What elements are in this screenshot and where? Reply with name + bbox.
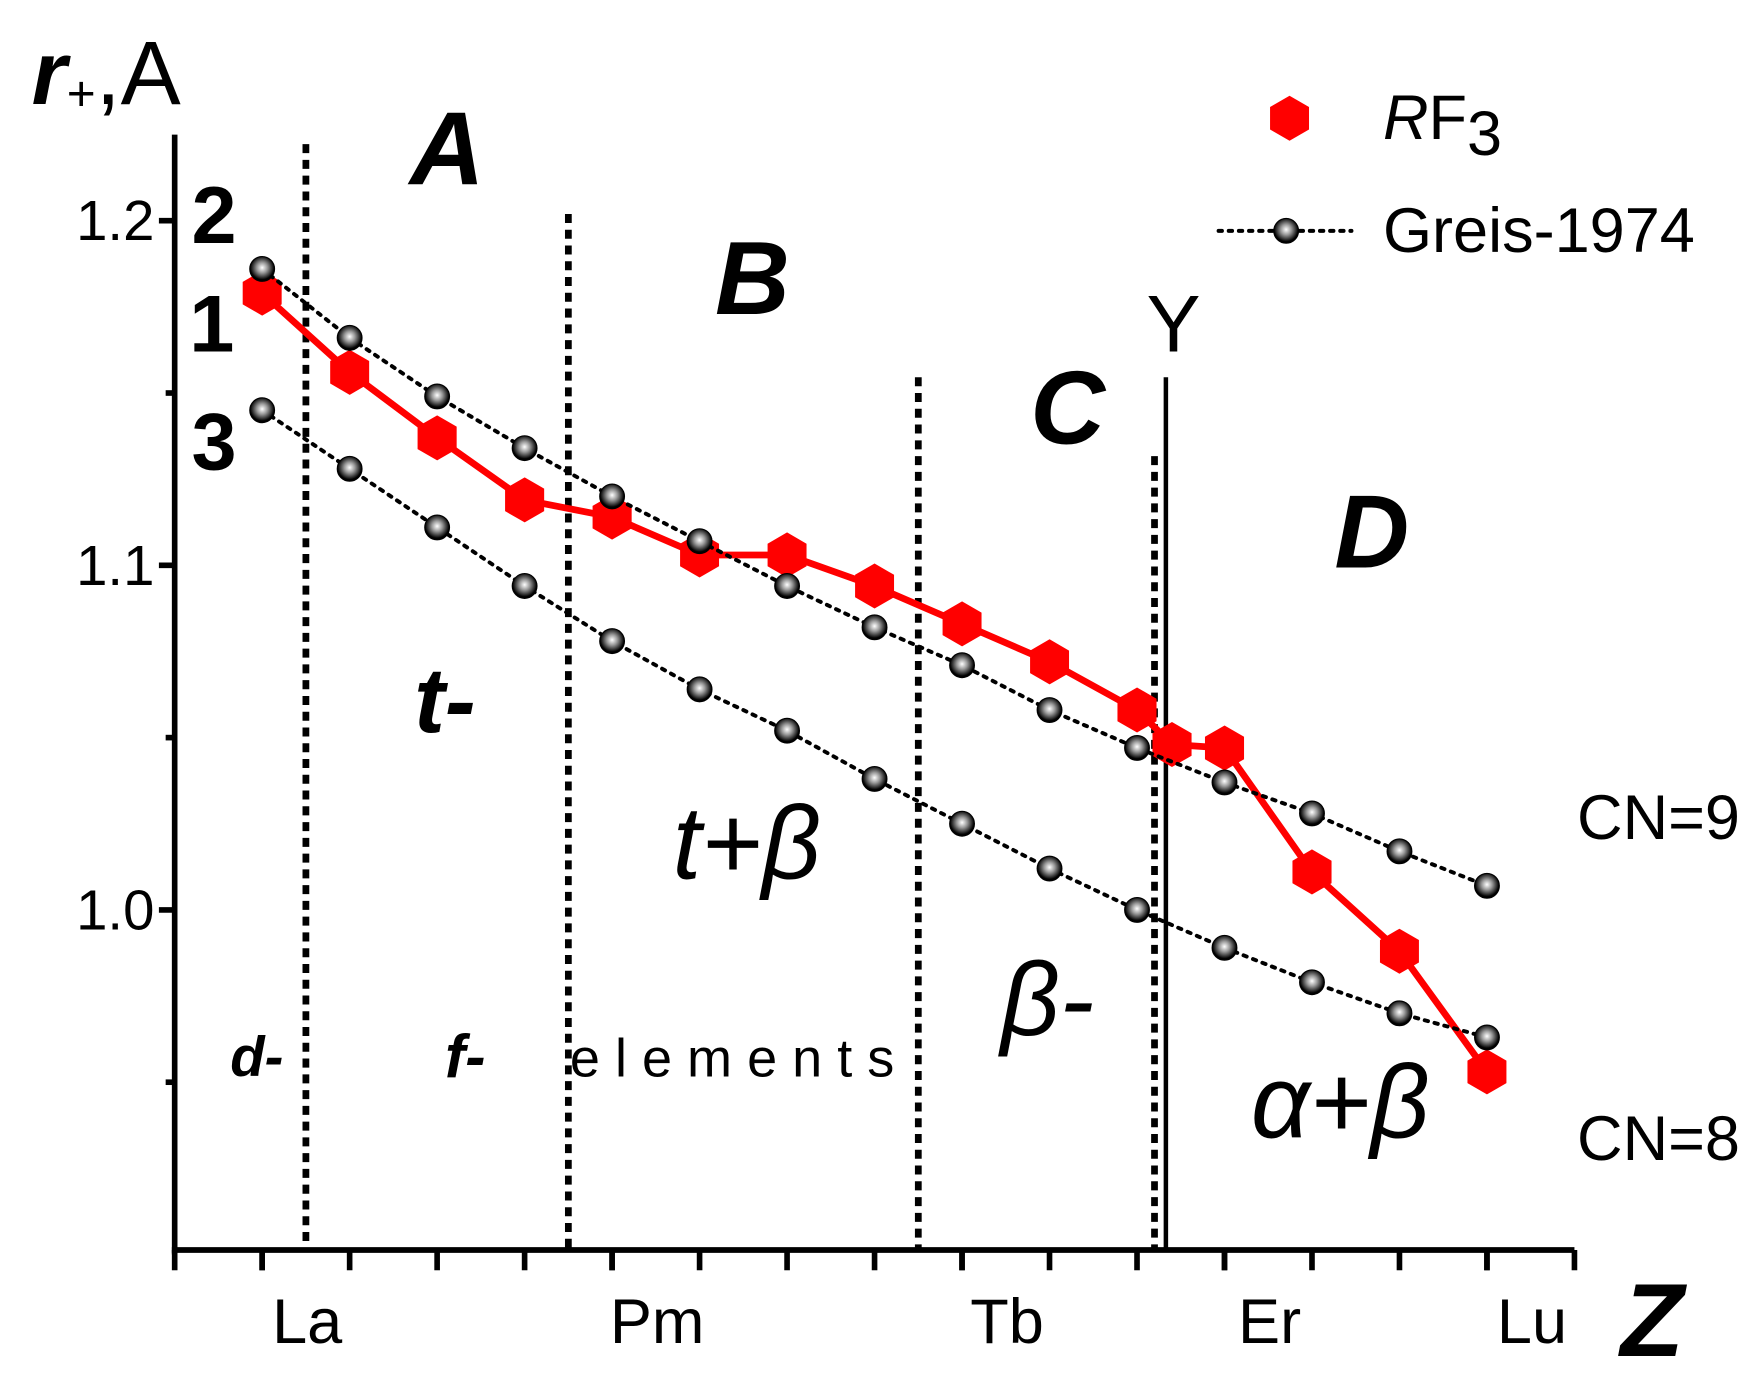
data-point	[242, 270, 282, 316]
data-point	[1211, 769, 1238, 796]
data-point	[1124, 896, 1150, 923]
data-point	[336, 455, 363, 482]
data-point	[1467, 1049, 1507, 1095]
data-point	[686, 676, 713, 703]
data-point	[1292, 849, 1332, 895]
data-point	[1474, 872, 1500, 899]
data-point	[1204, 725, 1245, 771]
data-point	[949, 652, 975, 679]
annotation: Y	[1146, 279, 1200, 369]
legend-marker	[1273, 217, 1300, 244]
data-point	[1124, 734, 1150, 761]
legend-marker	[1270, 95, 1310, 141]
data-point	[949, 810, 975, 837]
data-point	[942, 601, 982, 647]
data-point	[1030, 639, 1070, 685]
y-tick-label: 1.1	[76, 534, 154, 597]
annotation: 3	[192, 398, 237, 488]
x-tick-label: La	[272, 1287, 343, 1357]
x-tick-label: Lu	[1497, 1287, 1567, 1357]
annotation: d-	[230, 1025, 283, 1088]
annotation: β-	[998, 941, 1095, 1057]
data-point	[855, 563, 895, 609]
annotation: B	[715, 220, 790, 336]
x-tick-label: Tb	[970, 1287, 1044, 1357]
data-point	[861, 766, 888, 792]
data-point	[424, 383, 451, 410]
data-point	[592, 494, 632, 540]
series-line	[260, 408, 1489, 1040]
annotation: t-	[414, 648, 476, 752]
series-line	[259, 290, 1490, 1074]
annotation: 1	[189, 279, 234, 369]
data-point	[1117, 687, 1157, 733]
data-point	[686, 528, 713, 555]
data-point	[599, 628, 626, 655]
annotation: A	[407, 91, 485, 207]
data-point	[599, 483, 626, 510]
data-point	[1211, 934, 1238, 961]
data-point	[1386, 1000, 1413, 1027]
data-point	[336, 324, 363, 351]
data-point	[767, 532, 807, 578]
series-label: CN=8	[1577, 1104, 1740, 1174]
legend-label: RF3	[1383, 83, 1502, 169]
data-point	[1386, 838, 1413, 865]
data-point	[511, 573, 538, 599]
data-point	[1036, 855, 1063, 882]
annotation: D	[1334, 474, 1409, 590]
data-point	[424, 514, 451, 541]
annotation: α+β	[1251, 1043, 1430, 1159]
data-point	[1474, 1024, 1500, 1051]
annotation: C	[1030, 350, 1107, 466]
data-point	[774, 573, 801, 599]
x-tick-label: Pm	[610, 1287, 705, 1357]
data-point	[1379, 928, 1419, 974]
x-axis-title: Z	[1618, 1262, 1688, 1375]
y-axis-title: r+,A	[32, 23, 181, 124]
data-point	[1152, 721, 1192, 768]
data-point	[249, 256, 276, 282]
data-point	[1036, 697, 1063, 723]
data-point	[774, 717, 801, 744]
data-point	[330, 349, 370, 395]
annotation: 2	[192, 171, 237, 261]
annotation: t+β	[673, 784, 821, 900]
data-point	[1299, 800, 1325, 827]
x-tick-label: Er	[1238, 1287, 1301, 1357]
annotation: e l e m e n t s	[570, 1029, 894, 1089]
data-point	[505, 477, 545, 523]
y-tick-label: 1.0	[76, 878, 154, 941]
data-point	[1299, 969, 1325, 996]
y-tick-label: 1.2	[76, 189, 154, 252]
data-point	[511, 435, 538, 462]
data-point	[861, 614, 888, 641]
annotation: f-	[445, 1022, 485, 1090]
series-label: CN=9	[1577, 783, 1740, 853]
legend-label: Greis-1974	[1383, 196, 1695, 266]
data-point	[249, 397, 276, 424]
data-point	[417, 415, 457, 461]
